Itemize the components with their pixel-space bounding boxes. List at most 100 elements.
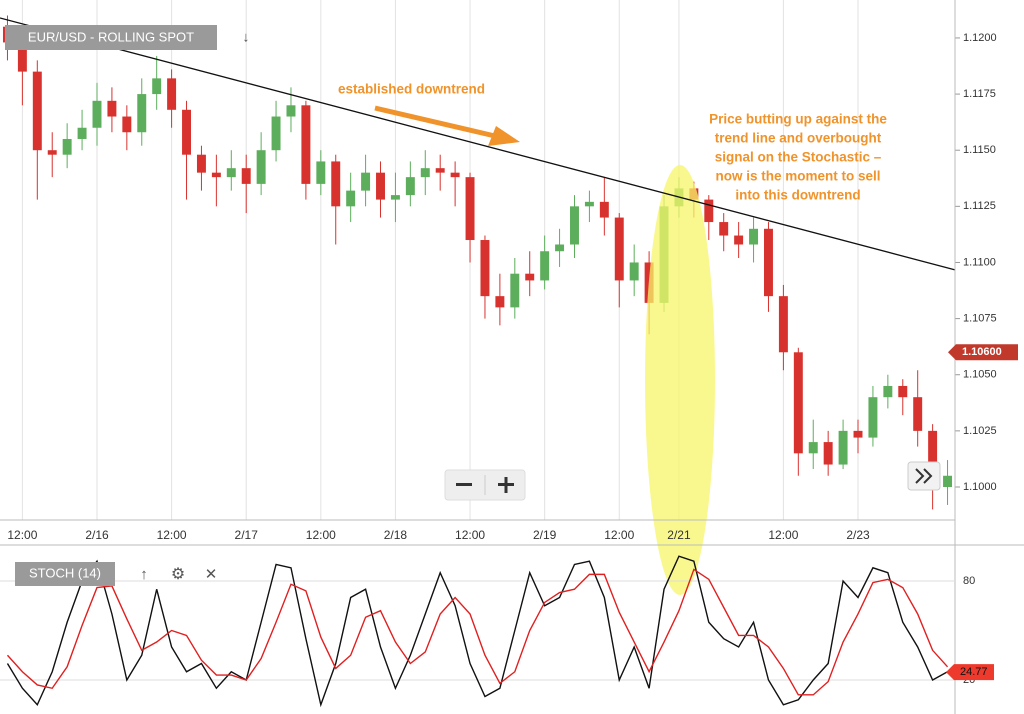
candle-body bbox=[211, 172, 221, 178]
x-tick-label: 2/17 bbox=[235, 528, 259, 542]
candle-body bbox=[823, 442, 833, 465]
x-tick-label: 2/23 bbox=[846, 528, 870, 542]
candle-body bbox=[107, 100, 117, 117]
candle-body bbox=[793, 352, 803, 454]
x-tick-label: 12:00 bbox=[768, 528, 798, 542]
candle-body bbox=[525, 273, 535, 281]
move-up-icon[interactable]: ↑ bbox=[140, 566, 148, 583]
x-tick-label: 12:00 bbox=[7, 528, 37, 542]
annotation: established downtrend bbox=[338, 82, 485, 97]
candle-body bbox=[853, 430, 863, 438]
candle-body bbox=[898, 385, 908, 398]
candle-body bbox=[182, 109, 191, 155]
candle-body bbox=[17, 42, 27, 72]
candle-body bbox=[928, 430, 938, 487]
y-tick-label: 1.1200 bbox=[963, 32, 997, 44]
x-tick-label: 2/21 bbox=[667, 528, 691, 542]
zoom-in-vertical[interactable] bbox=[504, 477, 508, 493]
stoch-pane bbox=[0, 555, 955, 708]
candle-body bbox=[704, 199, 714, 223]
candle-body bbox=[271, 116, 281, 151]
candle-body bbox=[599, 201, 609, 218]
candle-body bbox=[286, 105, 296, 117]
y-tick-label: 1.1100 bbox=[963, 256, 996, 268]
candle-body bbox=[838, 430, 848, 465]
candle-body bbox=[92, 100, 102, 128]
symbol-label-bg[interactable] bbox=[5, 25, 217, 50]
candle-body bbox=[256, 150, 266, 184]
candle-body bbox=[868, 397, 878, 438]
candle-body bbox=[913, 397, 923, 431]
overlay bbox=[0, 17, 956, 271]
trend-line bbox=[0, 17, 956, 271]
close-icon[interactable]: ✕ bbox=[205, 566, 218, 583]
last-value-tag bbox=[946, 664, 994, 681]
candle-body bbox=[316, 161, 326, 184]
candle-body bbox=[346, 190, 356, 207]
candle-body bbox=[749, 228, 759, 245]
y-tick-label: 1.1050 bbox=[963, 369, 997, 381]
candle-body bbox=[122, 116, 132, 133]
callout-line: into this downtrend bbox=[735, 188, 860, 203]
candle-body bbox=[390, 195, 400, 200]
candle-body bbox=[196, 154, 206, 173]
candle-body bbox=[47, 150, 57, 155]
settings-icon[interactable]: ⚙ bbox=[171, 566, 185, 583]
candle-body bbox=[778, 296, 788, 353]
candle-body bbox=[570, 206, 579, 245]
candle-body bbox=[167, 78, 177, 110]
candle-body bbox=[555, 244, 565, 252]
callout-line: now is the moment to sell bbox=[715, 169, 880, 184]
candle-body bbox=[734, 235, 744, 245]
y-tick-label: 1.1000 bbox=[963, 481, 997, 493]
candle-body bbox=[540, 251, 550, 281]
y-tick-label: 1.1125 bbox=[963, 200, 996, 212]
stoch-label[interactable]: STOCH (14) bbox=[29, 565, 101, 580]
candle-body bbox=[465, 177, 475, 241]
x-tick-label: 12:00 bbox=[604, 528, 634, 542]
stoch-label-bg[interactable] bbox=[15, 562, 115, 586]
candle-body bbox=[629, 262, 639, 281]
candle-body bbox=[435, 168, 445, 173]
zoom-out[interactable] bbox=[456, 483, 472, 486]
candle-body bbox=[480, 240, 490, 297]
candle-body bbox=[614, 217, 624, 281]
x-tick-label: 12:00 bbox=[455, 528, 485, 542]
candle-body bbox=[764, 228, 773, 297]
candle-body bbox=[808, 442, 818, 454]
y-tick-label: 1.1025 bbox=[963, 425, 997, 437]
highlight-ellipse bbox=[645, 165, 715, 595]
y-tick-label: 1.1150 bbox=[963, 144, 996, 156]
candle-body bbox=[226, 168, 236, 178]
callout: Price butting up against the trend line a… bbox=[709, 112, 887, 203]
y-tick-label: 1.1075 bbox=[963, 313, 997, 325]
candle-body bbox=[420, 168, 430, 178]
callout-line: trend line and overbought bbox=[715, 131, 882, 146]
candle-body bbox=[405, 177, 415, 196]
y-tick-label: 80 bbox=[963, 575, 975, 587]
collapse-icon[interactable]: ↓ bbox=[243, 29, 250, 45]
y-tick-label: 1.1175 bbox=[963, 88, 996, 100]
candle-body bbox=[943, 475, 953, 487]
candle-body bbox=[361, 172, 371, 191]
candle-body bbox=[584, 201, 594, 207]
symbol-label[interactable]: EUR/USD - ROLLING SPOT bbox=[28, 29, 194, 44]
stoch-line bbox=[6, 555, 948, 708]
candle-body bbox=[376, 172, 385, 200]
candle-body bbox=[510, 273, 520, 308]
candle-body bbox=[137, 94, 147, 133]
annotation-arrow bbox=[374, 105, 496, 139]
x-tick-label: 2/19 bbox=[533, 528, 557, 542]
candle-body bbox=[77, 127, 87, 139]
stoch-line bbox=[6, 568, 949, 696]
arrow-head bbox=[488, 126, 520, 146]
last-price-label: 1.10600 bbox=[962, 346, 1002, 358]
scroll-icon bbox=[915, 468, 933, 484]
x-tick-label: 2/18 bbox=[384, 528, 408, 542]
last-price-tag bbox=[948, 344, 1018, 361]
candle-body bbox=[301, 105, 311, 184]
candle-body bbox=[331, 161, 341, 207]
candle-body bbox=[152, 78, 162, 95]
